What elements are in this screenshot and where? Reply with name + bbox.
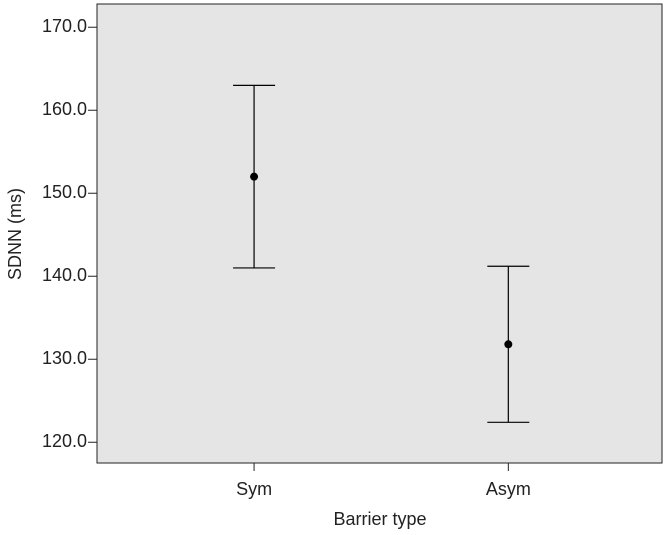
y-tick-label: 120.0	[42, 431, 87, 451]
x-tick-label: Asym	[486, 479, 531, 499]
y-tick-label: 170.0	[42, 16, 87, 36]
x-axis-label: Barrier type	[333, 509, 426, 529]
y-tick-label: 150.0	[42, 182, 87, 202]
x-tick-label: Sym	[236, 479, 272, 499]
mean-point	[504, 340, 513, 349]
plot-area	[96, 3, 663, 464]
y-tick-label: 160.0	[42, 99, 87, 119]
y-axis-label: SDNN (ms)	[5, 188, 25, 280]
y-tick-label: 130.0	[42, 348, 87, 368]
y-tick-label: 140.0	[42, 265, 87, 285]
mean-point	[250, 172, 259, 181]
